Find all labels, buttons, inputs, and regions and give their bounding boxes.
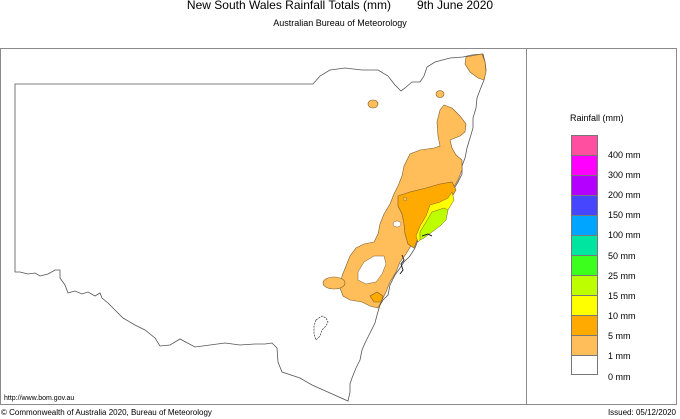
legend-swatch-100-150 [571, 215, 598, 235]
legend-label-300: 300 mm [608, 170, 641, 180]
legend-swatch-1-5 [571, 335, 598, 355]
rainfall-15mm-region [419, 207, 449, 241]
legend-label-200: 200 mm [608, 190, 641, 200]
map-frame [0, 48, 677, 405]
title-date: 9th June 2020 [417, 0, 494, 12]
legend-swatch-5-10 [571, 315, 598, 335]
coastal-lakes [399, 233, 433, 275]
copyright-notice: © Commonwealth of Australia 2020, Bureau… [1, 408, 212, 417]
bom-url-link[interactable]: http://www.bom.gov.au [4, 395, 75, 402]
legend-swatch-above-400 [571, 135, 598, 155]
legend-swatch-10-15 [571, 295, 598, 315]
rainfall-pocket [403, 196, 408, 202]
legend-label-400: 400 mm [608, 150, 641, 160]
act-boundary [313, 315, 329, 341]
legend-swatch-15-25 [571, 275, 598, 295]
legend-label-5: 5 mm [608, 331, 631, 341]
legend-swatch-25-50 [571, 255, 598, 275]
no-rain-holes [357, 220, 402, 285]
legend-label-100: 100 mm [608, 230, 641, 240]
title-text: New South Wales Rainfall Totals (mm) [186, 0, 391, 12]
nsw-state-boundary [14, 53, 487, 402]
legend-label-15: 15 mm [608, 291, 636, 301]
map-subtitle: Australian Bureau of Meteorology [273, 18, 407, 28]
legend-swatch-300-400 [571, 155, 598, 175]
legend-label-10: 10 mm [608, 311, 636, 321]
legend-title: Rainfall (mm) [570, 113, 624, 123]
legend-divider [526, 48, 527, 405]
issued-date: Issued: 05/12/2020 [607, 408, 676, 417]
legend-label-25: 25 mm [608, 271, 636, 281]
legend-label-1: 1 mm [608, 351, 631, 361]
legend-label-0: 0 mm [608, 372, 631, 382]
legend-swatch-0-1 [571, 355, 598, 375]
legend-label-50: 50 mm [608, 251, 636, 261]
legend-swatch-150-200 [571, 195, 598, 215]
rainfall-legend [571, 135, 599, 375]
map-title: New South Wales Rainfall Totals (mm) 9th … [0, 0, 680, 14]
legend-swatch-200-300 [571, 175, 598, 195]
legend-label-150: 150 mm [608, 210, 641, 220]
legend-swatch-50-100 [571, 235, 598, 255]
